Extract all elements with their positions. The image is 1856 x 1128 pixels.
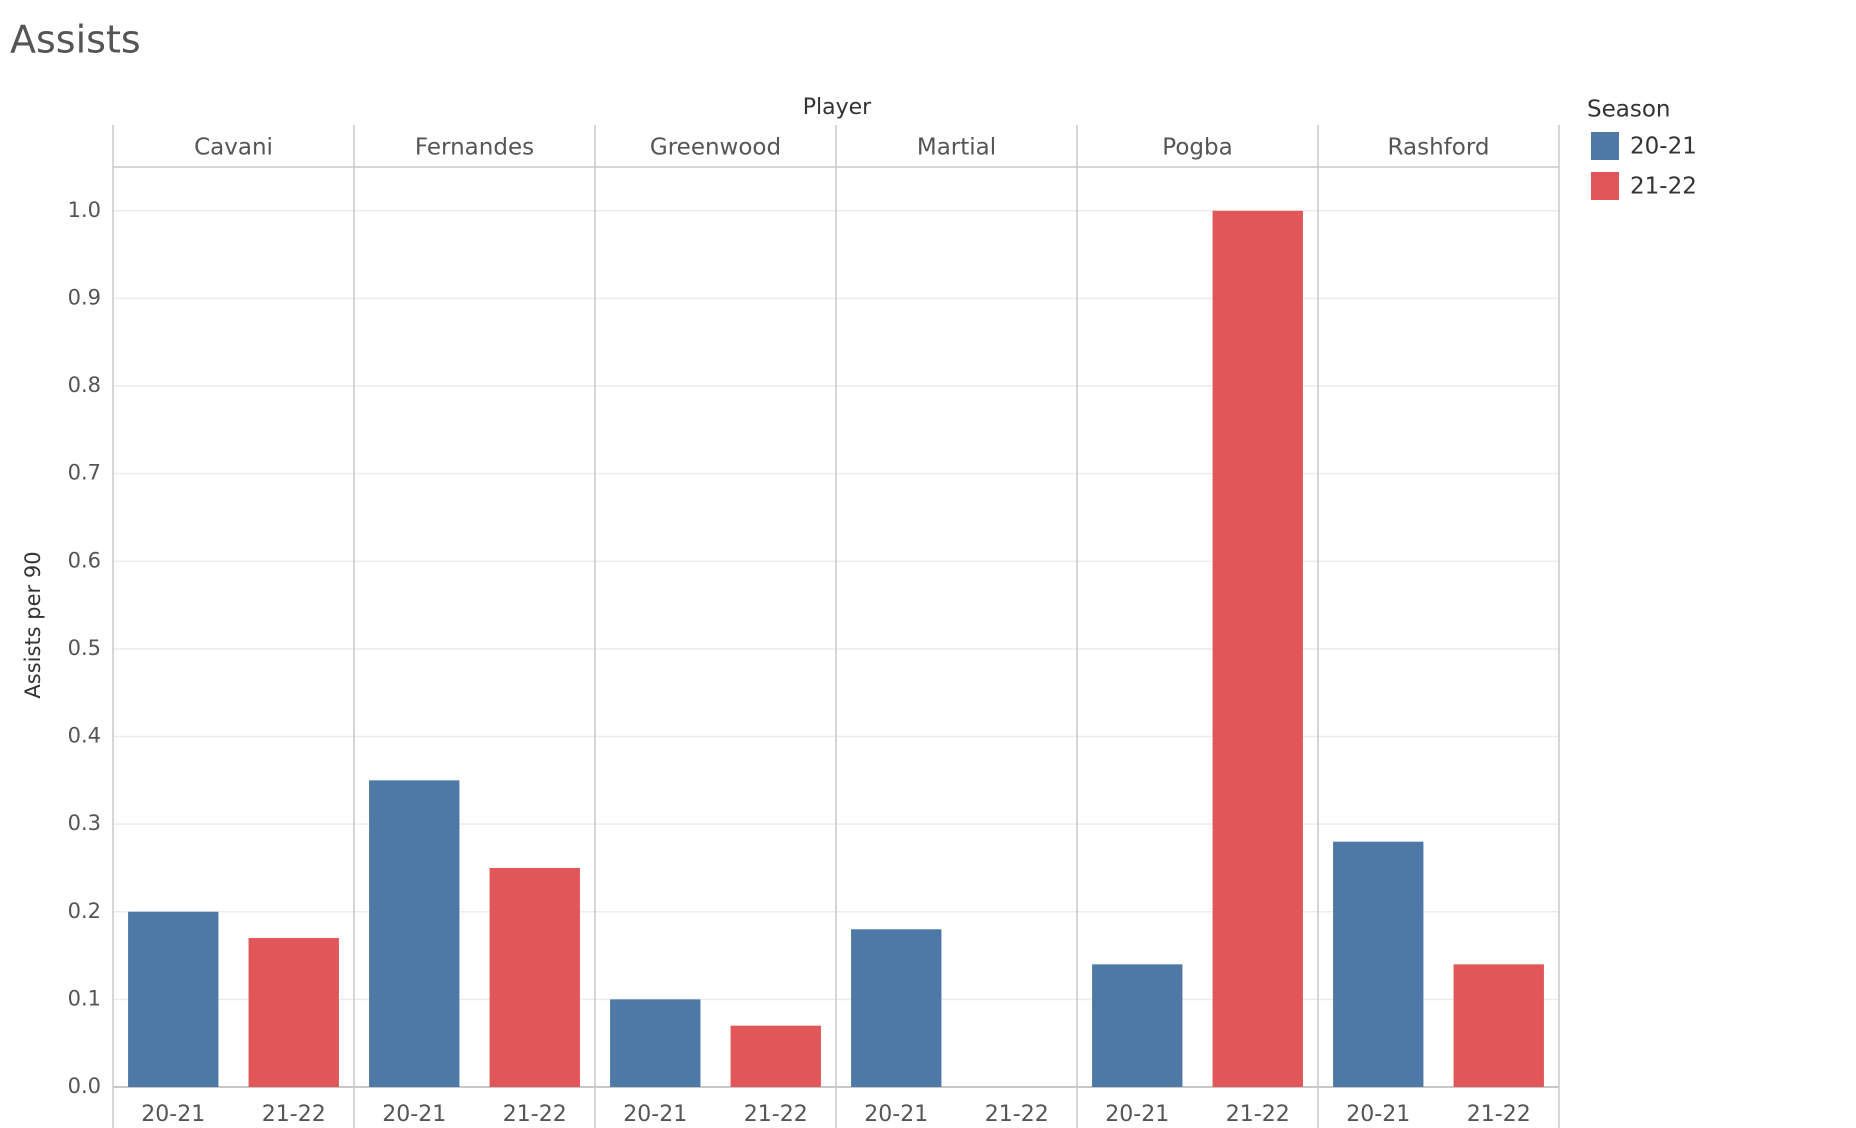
bar [1453,964,1544,1087]
x-tick-label: 21-22 [503,1102,567,1127]
x-tick-label: 20-21 [623,1102,687,1127]
legend-swatch [1591,132,1619,160]
bar [1333,841,1424,1087]
x-tick-label: 20-21 [141,1102,205,1127]
chart-title: Assists [10,18,141,62]
x-tick-label: 21-22 [985,1102,1049,1127]
panel-label: Pogba [1162,135,1232,161]
bar [1212,210,1303,1088]
bar [730,1025,821,1087]
x-axis-title: Player [803,95,872,120]
y-tick-label: 0.4 [68,724,101,748]
x-tick-label: 20-21 [1105,1102,1169,1127]
panel-label: Martial [917,135,996,161]
y-tick-label: 0.5 [68,636,101,660]
x-tick-label: 21-22 [262,1102,326,1127]
y-tick-label: 0.8 [68,373,101,397]
y-axis-title: Assists per 90 [21,551,45,698]
bar [369,780,460,1087]
x-tick-label: 21-22 [744,1102,808,1127]
y-tick-label: 0.6 [68,548,101,572]
bar [128,911,219,1087]
y-tick-label: 0.3 [68,811,101,835]
panel-label: Fernandes [415,135,534,161]
legend-label: 20-21 [1630,134,1697,160]
legend-swatch [1591,172,1619,200]
x-tick-label: 20-21 [1346,1102,1410,1127]
y-tick-label: 1.0 [68,198,101,222]
y-tick-label: 0.1 [68,986,101,1010]
bar [248,938,339,1087]
bar [489,867,580,1087]
x-tick-label: 21-22 [1226,1102,1290,1127]
x-tick-label: 20-21 [382,1102,446,1127]
panel-label: Cavani [194,135,273,161]
x-tick-label: 21-22 [1467,1102,1531,1127]
bar [851,929,942,1087]
legend-label: 21-22 [1630,174,1697,200]
x-tick-label: 20-21 [864,1102,928,1127]
y-tick-label: 0.2 [68,899,101,923]
panel-label: Greenwood [650,135,781,161]
bar [610,999,701,1087]
y-tick-label: 0.9 [68,285,101,309]
y-tick-label: 0.0 [68,1074,101,1098]
legend-title: Season [1587,97,1670,123]
y-tick-label: 0.7 [68,461,101,485]
panel-label: Rashford [1388,135,1490,161]
bar [1092,964,1183,1087]
